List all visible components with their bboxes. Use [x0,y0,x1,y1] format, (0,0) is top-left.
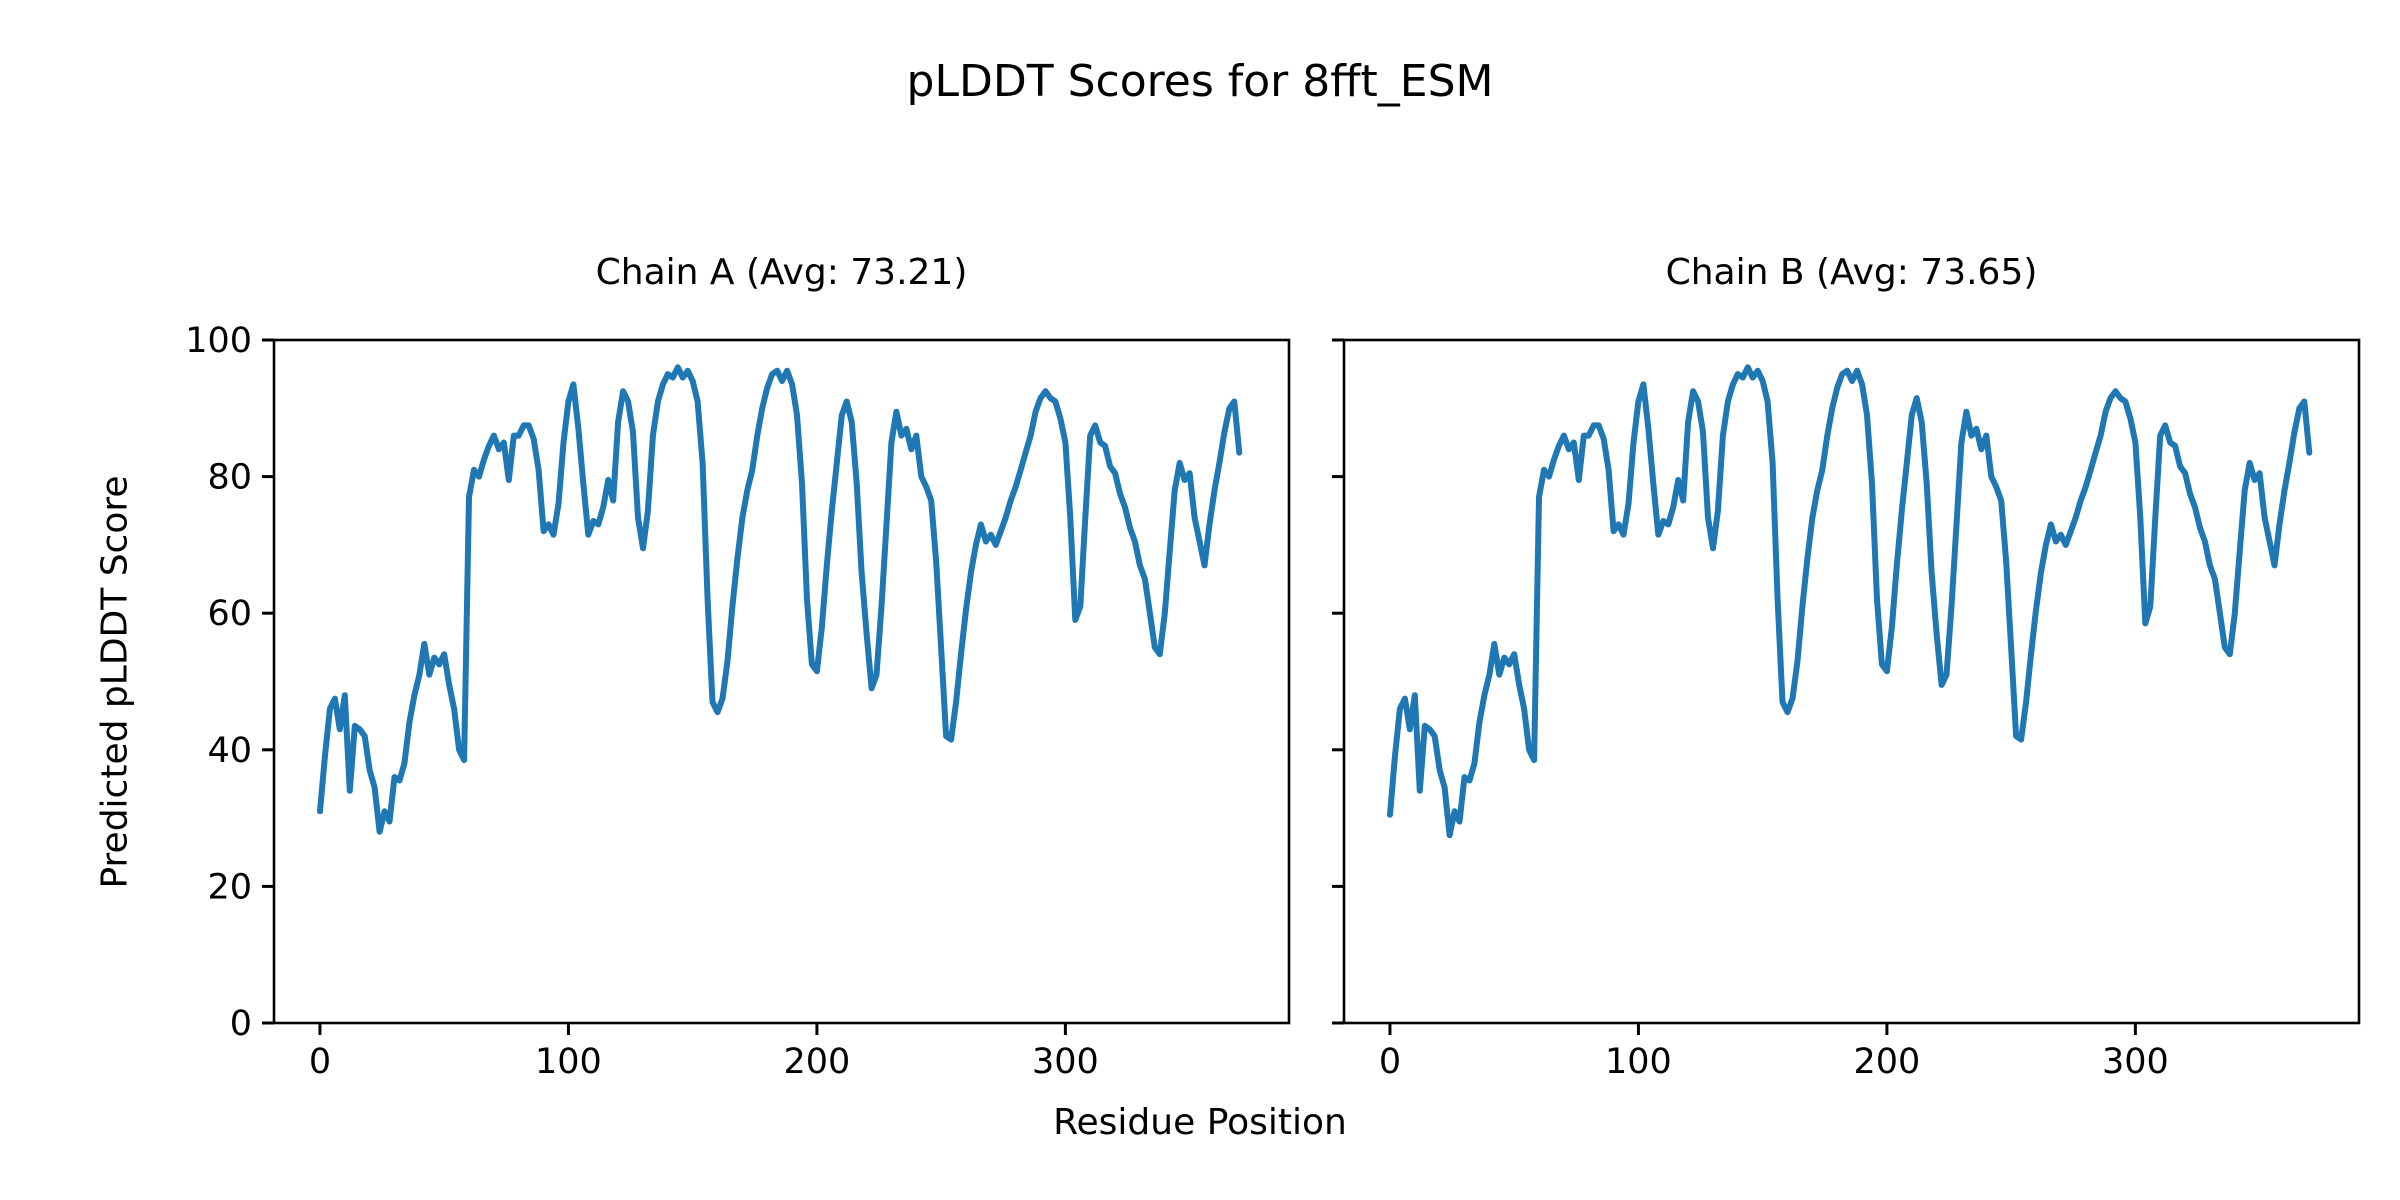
y-tick-label: 20 [207,867,252,907]
x-tick-label: 100 [535,1042,602,1082]
y-tick-label: 40 [207,731,252,771]
chain-b-axes-frame [1342,338,2361,1025]
x-tick-label: 200 [784,1042,851,1082]
figure-suptitle: pLDDT Scores for 8fft_ESM [906,56,1494,107]
x-tick-label: 300 [1032,1042,1099,1082]
chain-b-plddt-line [1387,364,2313,839]
x-tick-label: 0 [309,1042,331,1082]
chain-b-title: Chain B (Avg: 73.65) [1665,252,2038,293]
x-axis-label: Residue Position [1053,1102,1347,1143]
x-tick-label: 100 [1605,1042,1672,1082]
y-tick-label: 60 [207,594,252,634]
y-tick-label: 80 [207,458,252,498]
x-tick-label: 0 [1379,1042,1401,1082]
y-axis-label: Predicted pLDDT Score [94,475,136,889]
x-tick-label: 300 [2102,1042,2169,1082]
y-tick-label: 100 [185,321,252,361]
x-tick-label: 200 [1854,1042,1921,1082]
chain-a-axes-frame [272,338,1291,1025]
y-tick-label: 0 [230,1004,252,1044]
chain-a-plddt-line [317,364,1243,835]
chain-a-title: Chain A (Avg: 73.21) [595,252,968,293]
